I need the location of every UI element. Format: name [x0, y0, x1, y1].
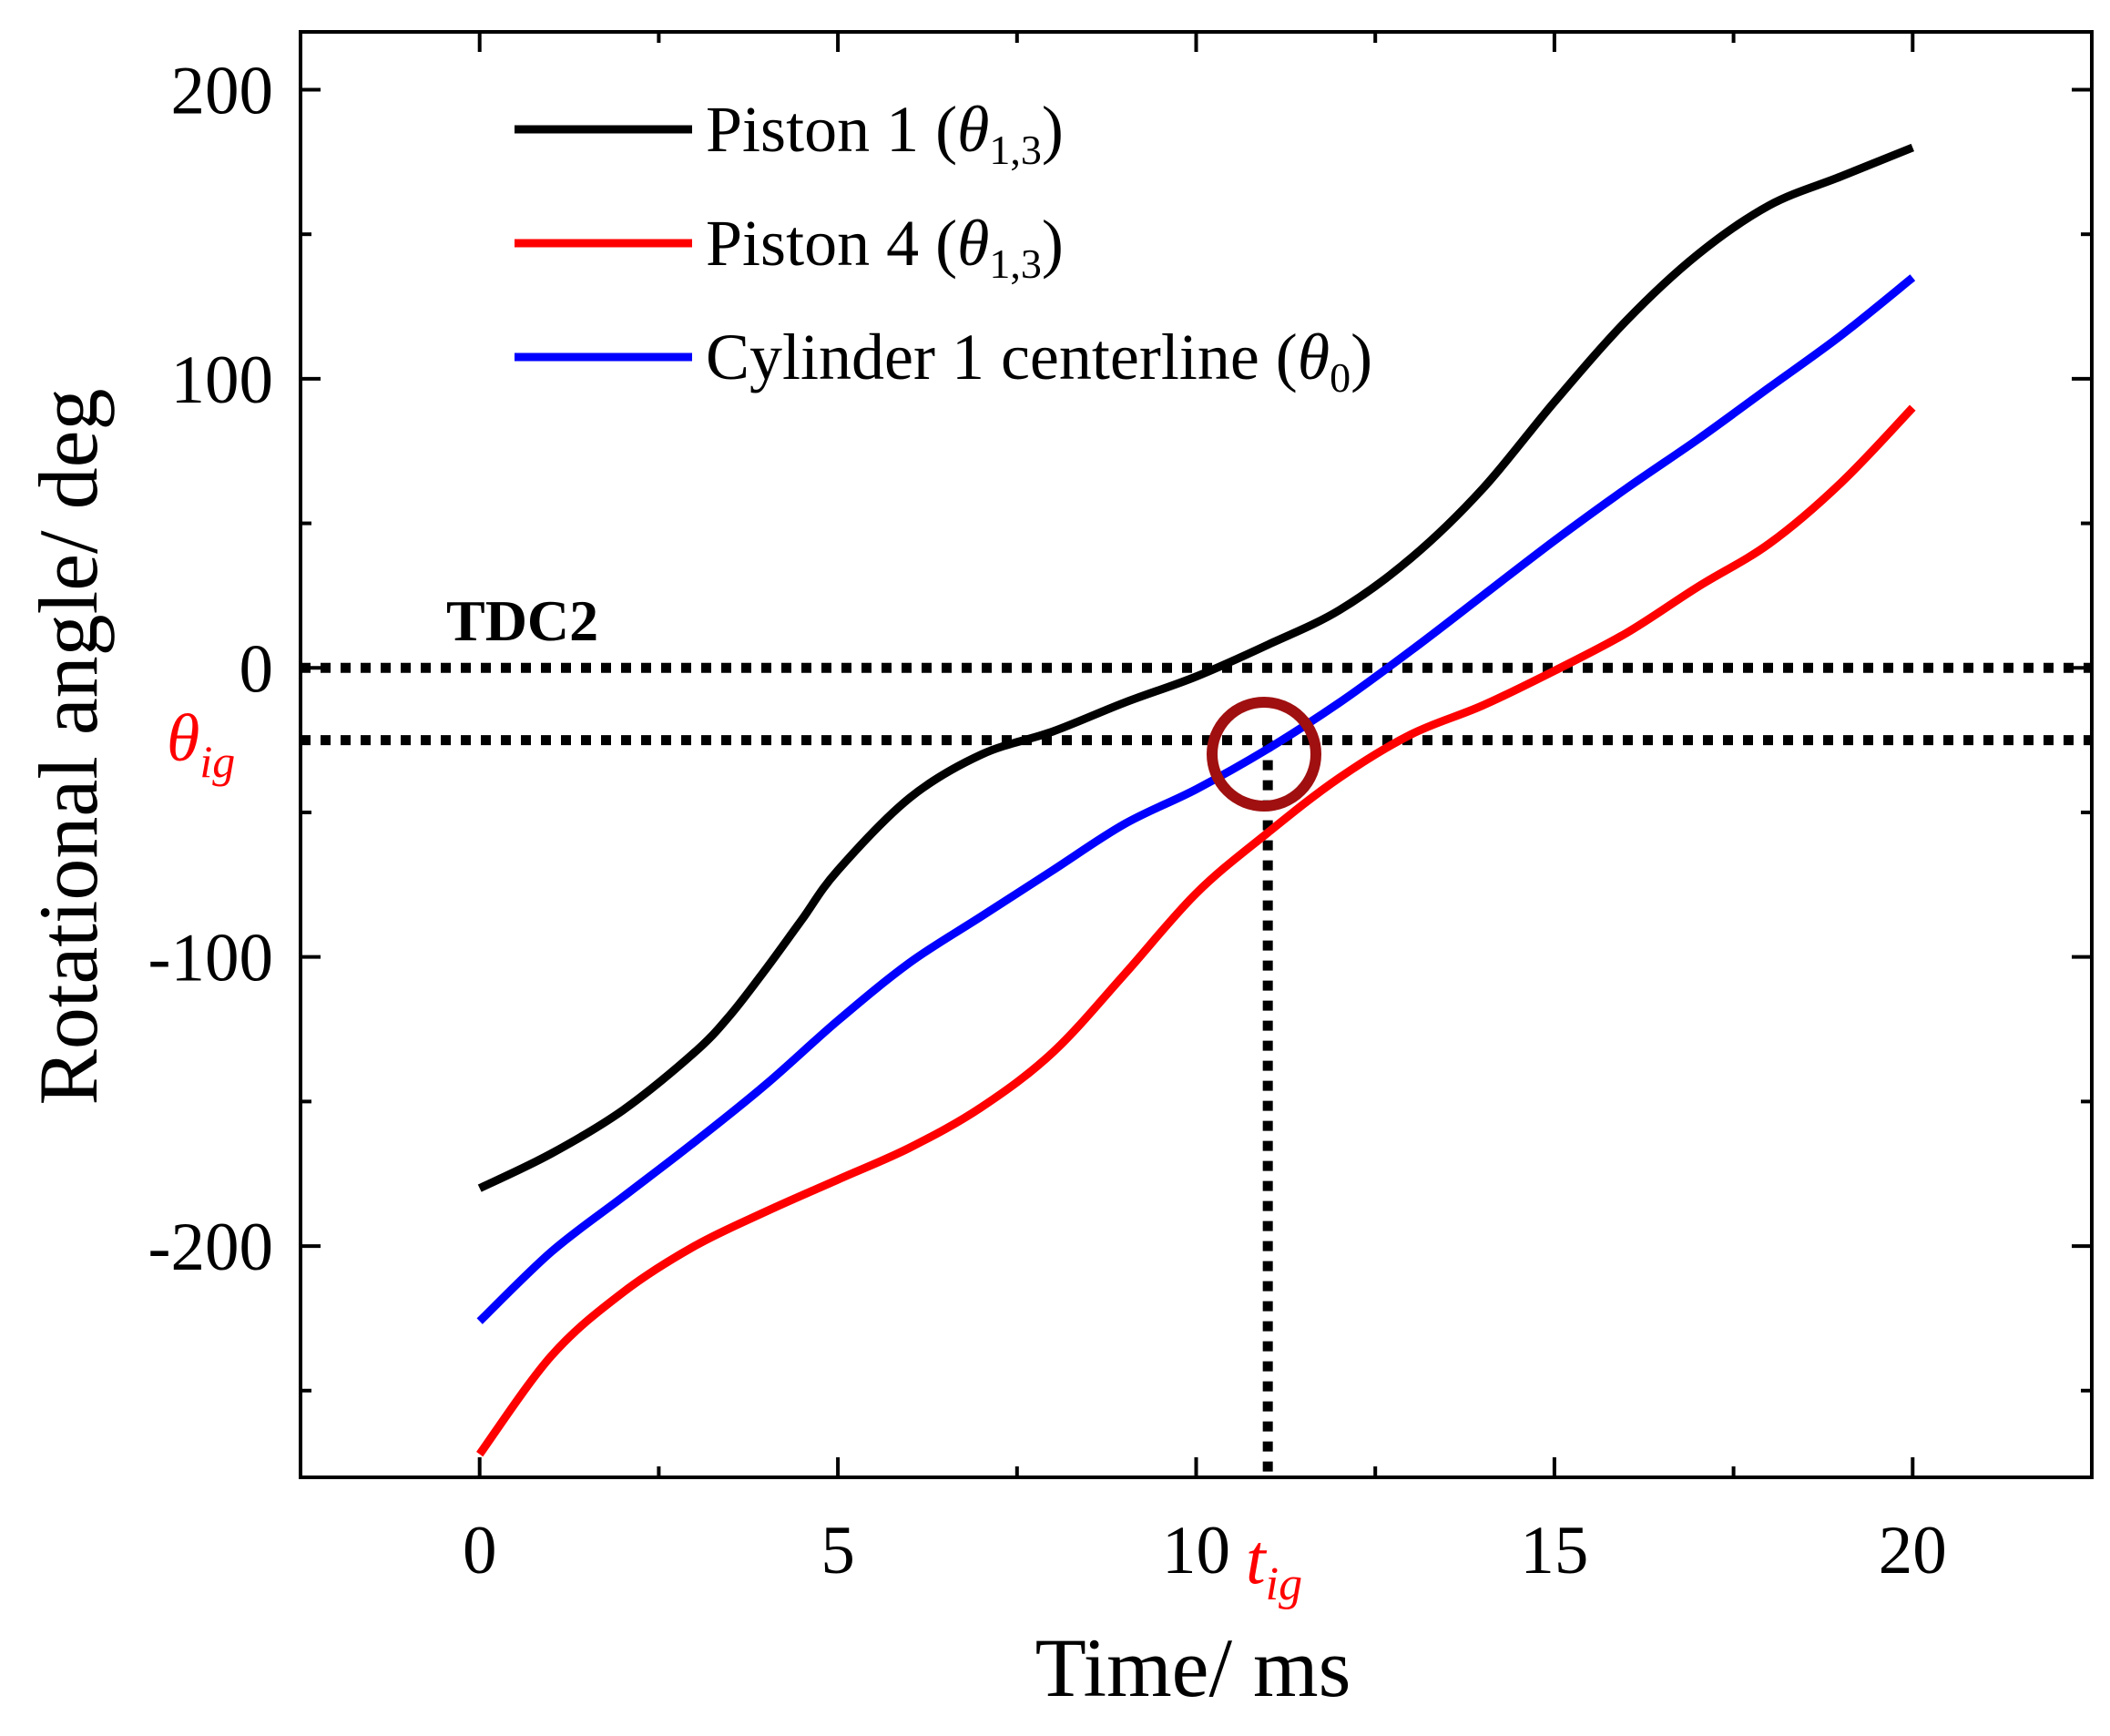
legend-label-close: )	[1042, 207, 1064, 280]
series-line-1	[477, 143, 1914, 1192]
series-line-2	[476, 404, 1916, 1457]
legend-label-text: Piston 4 (	[706, 207, 957, 280]
plot-frame	[299, 30, 2094, 1479]
tdc2-label: TDC2	[446, 588, 598, 653]
t-ig-symbol: t	[1246, 1519, 1268, 1598]
x-tick-label: 5	[821, 1513, 855, 1588]
legend-label-2: Piston 4 (θ1,3)	[706, 207, 1064, 287]
theta-ig-symbol: θ	[167, 701, 199, 776]
y-tick-label: 0	[240, 631, 274, 707]
t-ig-subscript: ig	[1266, 1558, 1302, 1610]
y-tick-label: -100	[148, 921, 273, 996]
theta-ig-subscript: ig	[199, 736, 235, 787]
ignition-marker-layer	[1207, 697, 1321, 812]
legend-label-subscript: 1,3	[989, 127, 1042, 173]
x-tick-label: 0	[463, 1513, 497, 1588]
series-layer	[476, 143, 1916, 1457]
y-tick-label: -200	[148, 1210, 273, 1285]
legend-label-3: Cylinder 1 centerline (θ0)	[706, 321, 1372, 401]
x-tick-label: 10	[1162, 1513, 1230, 1588]
x-tick-label: 20	[1879, 1513, 1947, 1588]
theta-ig-label: θig	[167, 701, 235, 787]
y-tick-label: 100	[171, 342, 274, 418]
x-tick-label: 15	[1520, 1513, 1588, 1588]
legend-label-subscript: 0	[1330, 354, 1351, 401]
legend-label-symbol: θ	[957, 93, 989, 166]
t-ig-label: tig	[1246, 1519, 1302, 1610]
legend-label-1: Piston 1 (θ1,3)	[706, 93, 1064, 173]
reference-lines-layer	[301, 662, 2092, 1477]
legend-label-close: )	[1351, 321, 1372, 393]
y-tick-label: 200	[171, 53, 274, 128]
legend-label-symbol: θ	[957, 207, 989, 280]
legend: Piston 1 (θ1,3)Piston 4 (θ1,3)Cylinder 1…	[515, 93, 1372, 401]
ignition-point-circle	[1207, 697, 1321, 812]
legend-label-symbol: θ	[1298, 321, 1330, 393]
y-axis-title: Rotational angle/ deg	[22, 389, 115, 1106]
axes-layer: 0 5 10 15 20 -200 -100 0 100 200	[148, 30, 2094, 1588]
series-line-3	[476, 274, 1916, 1324]
x-axis-title: Time/ ms	[1035, 1621, 1351, 1714]
legend-label-text: Piston 1 (	[706, 93, 957, 166]
legend-label-close: )	[1042, 93, 1064, 166]
legend-label-subscript: 1,3	[989, 240, 1042, 287]
legend-label-text: Cylinder 1 centerline (	[706, 321, 1298, 393]
